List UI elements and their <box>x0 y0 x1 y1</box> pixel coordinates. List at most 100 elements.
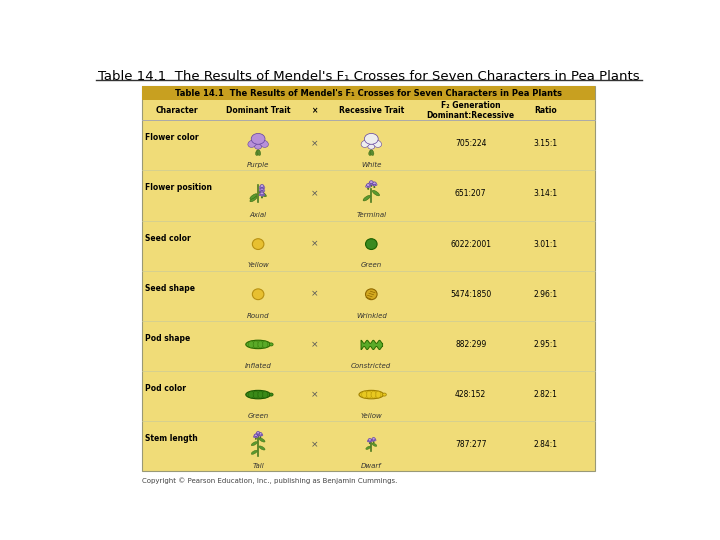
Ellipse shape <box>260 140 269 147</box>
Ellipse shape <box>370 184 372 185</box>
Text: Character: Character <box>156 106 199 114</box>
Text: Green: Green <box>248 413 269 419</box>
Ellipse shape <box>373 442 374 443</box>
Ellipse shape <box>372 437 375 440</box>
Ellipse shape <box>374 185 375 186</box>
Ellipse shape <box>259 446 265 450</box>
Ellipse shape <box>372 183 374 184</box>
Text: Seed shape: Seed shape <box>145 284 195 293</box>
Ellipse shape <box>371 185 372 186</box>
Ellipse shape <box>251 133 265 144</box>
Text: Axial: Axial <box>250 212 266 218</box>
Ellipse shape <box>255 438 256 440</box>
Ellipse shape <box>258 391 263 398</box>
Text: Flower position: Flower position <box>145 184 212 192</box>
Text: Stem length: Stem length <box>145 434 198 443</box>
Text: 2.82:1: 2.82:1 <box>534 390 558 399</box>
Ellipse shape <box>251 442 257 446</box>
Text: 6022:2001: 6022:2001 <box>450 240 491 248</box>
Ellipse shape <box>369 150 372 156</box>
Ellipse shape <box>248 341 254 348</box>
Ellipse shape <box>261 192 263 194</box>
Text: 3.15:1: 3.15:1 <box>534 139 558 148</box>
Text: Flower color: Flower color <box>145 133 199 143</box>
Ellipse shape <box>373 440 374 441</box>
Ellipse shape <box>372 184 374 186</box>
Ellipse shape <box>369 183 371 184</box>
Ellipse shape <box>364 133 378 144</box>
Ellipse shape <box>260 435 261 436</box>
Ellipse shape <box>366 239 377 249</box>
Ellipse shape <box>248 140 256 147</box>
Ellipse shape <box>371 185 372 186</box>
Text: 705:224: 705:224 <box>455 139 487 148</box>
Ellipse shape <box>370 440 372 442</box>
Text: 428:152: 428:152 <box>455 390 486 399</box>
FancyBboxPatch shape <box>142 86 595 471</box>
Ellipse shape <box>255 437 256 438</box>
Ellipse shape <box>262 194 265 196</box>
Text: Wrinkled: Wrinkled <box>356 313 387 319</box>
Text: Table 14.1  The Results of Mendel's F₁ Crosses for Seven Characters in Pea Plant: Table 14.1 The Results of Mendel's F₁ Cr… <box>175 89 562 98</box>
Ellipse shape <box>375 184 377 186</box>
Ellipse shape <box>369 442 370 444</box>
Text: 651:207: 651:207 <box>455 190 487 198</box>
Text: ×: × <box>310 290 318 299</box>
Ellipse shape <box>372 191 379 196</box>
Ellipse shape <box>260 185 264 187</box>
Ellipse shape <box>262 186 265 188</box>
Text: 787:277: 787:277 <box>455 440 487 449</box>
Ellipse shape <box>261 191 263 192</box>
Ellipse shape <box>371 391 377 398</box>
Ellipse shape <box>256 431 260 434</box>
Ellipse shape <box>259 438 265 442</box>
Ellipse shape <box>261 434 263 436</box>
Ellipse shape <box>382 393 387 396</box>
Ellipse shape <box>261 192 262 194</box>
Text: Terminal: Terminal <box>356 212 387 218</box>
Text: Dwarf: Dwarf <box>361 463 382 469</box>
Text: ×: × <box>310 190 318 198</box>
Ellipse shape <box>259 190 261 192</box>
Ellipse shape <box>368 144 374 149</box>
Ellipse shape <box>372 182 377 185</box>
Text: Yellow: Yellow <box>247 262 269 268</box>
Ellipse shape <box>368 188 369 190</box>
Ellipse shape <box>363 195 370 201</box>
Text: ×: × <box>310 139 318 148</box>
Ellipse shape <box>259 194 261 196</box>
Text: Green: Green <box>361 262 382 268</box>
Ellipse shape <box>259 186 261 188</box>
Ellipse shape <box>366 184 370 186</box>
Ellipse shape <box>372 439 373 441</box>
Text: 3.14:1: 3.14:1 <box>534 190 558 198</box>
FancyBboxPatch shape <box>142 86 595 100</box>
Ellipse shape <box>246 390 271 399</box>
Text: 3.01:1: 3.01:1 <box>534 240 558 248</box>
Ellipse shape <box>256 436 258 437</box>
Ellipse shape <box>369 442 370 444</box>
Text: ×: × <box>311 106 318 114</box>
Ellipse shape <box>255 144 261 149</box>
Ellipse shape <box>260 436 261 438</box>
Ellipse shape <box>252 239 264 249</box>
Ellipse shape <box>369 441 371 442</box>
Text: ×: × <box>310 440 318 449</box>
Text: 882:299: 882:299 <box>455 340 486 349</box>
Ellipse shape <box>361 391 367 398</box>
Ellipse shape <box>372 443 377 447</box>
Ellipse shape <box>367 186 369 188</box>
Text: 2.84:1: 2.84:1 <box>534 440 558 449</box>
Ellipse shape <box>261 187 263 189</box>
Ellipse shape <box>260 436 261 438</box>
Text: ×: × <box>310 240 318 248</box>
Text: White: White <box>361 162 382 168</box>
Text: 2.95:1: 2.95:1 <box>534 340 558 349</box>
Ellipse shape <box>258 433 261 435</box>
Text: 5474:1850: 5474:1850 <box>450 290 491 299</box>
Ellipse shape <box>366 289 377 300</box>
Ellipse shape <box>368 438 372 441</box>
Ellipse shape <box>261 197 263 198</box>
Ellipse shape <box>261 197 262 198</box>
Ellipse shape <box>253 341 258 348</box>
